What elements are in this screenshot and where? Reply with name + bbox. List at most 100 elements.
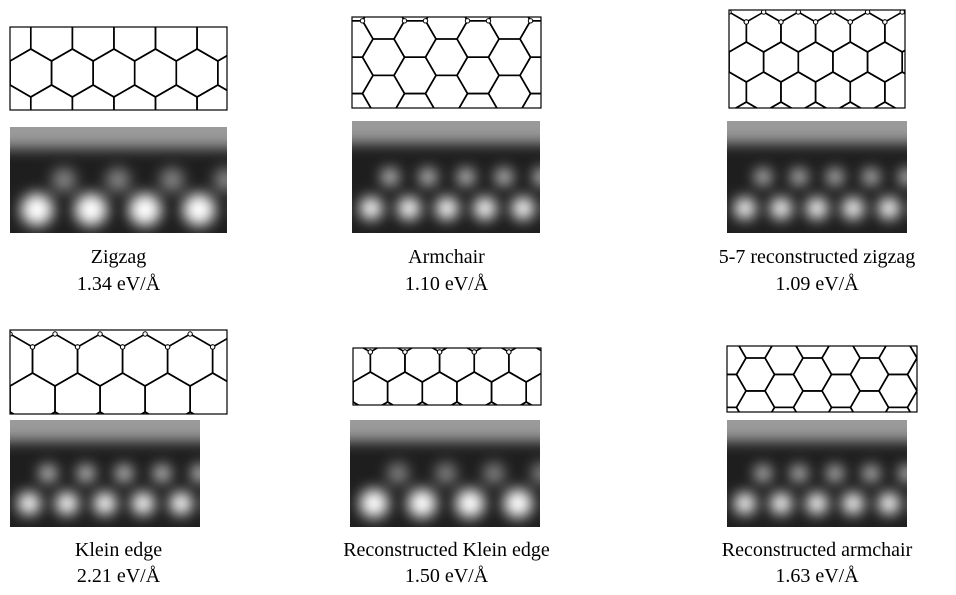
atom [360, 19, 364, 23]
atom [75, 345, 79, 349]
panel-label: Zigzag [91, 246, 147, 268]
edge-energy: 1.09 eV/Å [775, 273, 859, 295]
hexagon [31, 13, 73, 61]
hexagon [280, 157, 322, 205]
atom [952, 20, 956, 24]
atom [423, 19, 427, 23]
hexagon [123, 334, 168, 386]
hexagon [259, 121, 301, 169]
hexagon [114, 13, 156, 61]
blob [94, 492, 117, 515]
atom [333, 350, 337, 354]
hexagon [235, 529, 280, 581]
hexagon [920, 72, 955, 112]
hexagon [10, 529, 55, 581]
blob [899, 466, 915, 482]
hexagon [737, 325, 775, 358]
atom [541, 350, 545, 354]
blob [398, 197, 421, 220]
hexagon [908, 424, 946, 457]
hexagon [33, 334, 78, 386]
hexagon [680, 490, 718, 523]
hexagon [937, 42, 956, 82]
hexagon [300, 39, 342, 75]
hexagon [197, 13, 239, 61]
atom [917, 20, 921, 24]
hexagon [680, 424, 718, 457]
hexagon [781, 72, 816, 112]
blob [791, 466, 807, 482]
hexagon [155, 85, 197, 133]
hexagon [318, 492, 353, 532]
hexagon [694, 162, 729, 202]
hexagon [213, 334, 258, 386]
blob [170, 492, 193, 515]
blob [512, 197, 535, 220]
atom [351, 340, 355, 344]
blob [52, 168, 76, 192]
hexagon [300, 148, 342, 184]
panel-label: Klein edge [75, 539, 162, 561]
simulated-image [330, 400, 601, 527]
hexagon [908, 490, 946, 523]
edge-energy: 2.21 eV/Å [77, 565, 161, 587]
hexagon [936, 309, 956, 342]
blob [550, 197, 573, 220]
hexagon [552, 75, 594, 111]
hexagon [0, 451, 10, 503]
blob [552, 489, 581, 518]
hexagon [936, 374, 956, 407]
hexagon [902, 162, 937, 202]
hexagon [902, 102, 937, 142]
atom [236, 23, 240, 27]
hexagon [0, 529, 10, 581]
atom [935, 10, 939, 14]
atom [188, 332, 192, 336]
hexagon [833, 42, 868, 82]
atom [339, 19, 343, 23]
hexagon [595, 372, 630, 412]
vacuum-band [0, 400, 220, 441]
hexagon [578, 462, 613, 502]
atom [489, 340, 493, 344]
hexagon [851, 325, 889, 358]
hexagon [135, 49, 177, 97]
structure-frame [727, 346, 917, 412]
blob [734, 198, 756, 220]
atom [316, 340, 320, 344]
hexagon [258, 334, 303, 386]
hexagon [394, 21, 436, 57]
hexagon [765, 374, 803, 407]
panel-label: 5-7 reconstructed zigzag [719, 246, 916, 268]
atom [528, 19, 532, 23]
hexagon [235, 373, 280, 425]
hexagon [197, 85, 239, 133]
hexagon [737, 358, 775, 391]
atom [952, 20, 956, 24]
hexagon [213, 490, 258, 542]
simulated-image [0, 400, 246, 527]
hexagon [0, 334, 33, 386]
atom [91, 11, 95, 15]
hexagon [318, 432, 353, 472]
hexagon [363, 39, 405, 75]
hexagon [680, 358, 718, 391]
blob [18, 492, 41, 515]
hexagon [78, 334, 123, 386]
blob [408, 489, 437, 518]
hexagon [868, 42, 903, 82]
atom [278, 332, 282, 336]
atom [744, 20, 748, 24]
vacuum-band [332, 101, 560, 143]
hexagon [677, 72, 712, 112]
atom [299, 350, 303, 354]
atom [278, 23, 282, 27]
atom [255, 345, 259, 349]
blob [78, 465, 95, 482]
hexagon [822, 309, 860, 342]
blob [436, 197, 459, 220]
atom [301, 345, 305, 349]
hexagon [552, 184, 594, 220]
hexagon [885, 72, 920, 112]
atom [53, 332, 57, 336]
